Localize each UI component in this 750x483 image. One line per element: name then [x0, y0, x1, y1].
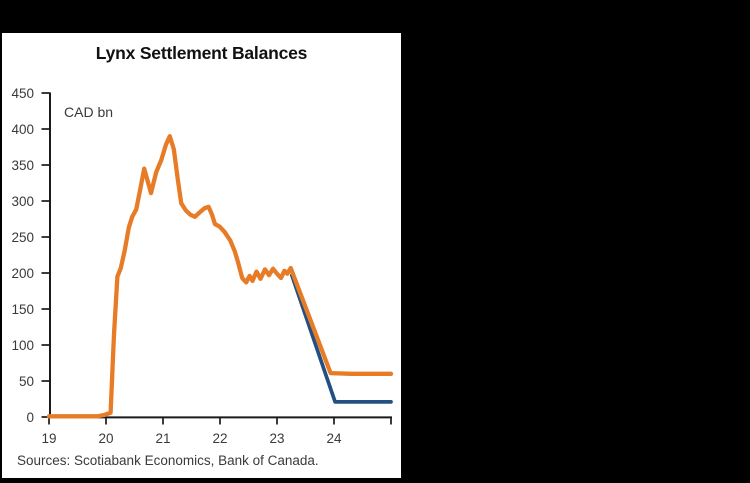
series-line-settlement-balances-blue-scenario [289, 273, 393, 404]
y-tick-label: 100 [11, 337, 34, 353]
y-tick-label: 300 [11, 193, 34, 209]
series-line-settlement-balances-orange [46, 134, 394, 419]
y-tick-label: 350 [11, 157, 34, 173]
x-tick-label: 21 [155, 431, 171, 446]
x-tick-label: 24 [326, 431, 342, 446]
y-tick-label: 50 [18, 373, 34, 389]
x-tick-label: 19 [41, 431, 57, 446]
y-tick-label: 0 [26, 409, 34, 425]
x-tick-label: 23 [269, 431, 285, 446]
y-tick-label: 200 [11, 265, 34, 281]
chart-title: Lynx Settlement Balances [95, 43, 308, 63]
y-tick-label: 150 [11, 301, 34, 317]
x-tick-label: 22 [212, 431, 228, 446]
y-tick-label: 250 [11, 229, 34, 245]
y-axis-unit-label: CAD bn [64, 104, 114, 120]
source-note: Sources: Scotiabank Economics, Bank of C… [17, 453, 319, 468]
y-tick-label: 450 [11, 85, 34, 101]
y-tick-label: 400 [11, 121, 34, 137]
chart-panel [2, 33, 401, 478]
x-tick-label: 20 [98, 431, 114, 446]
